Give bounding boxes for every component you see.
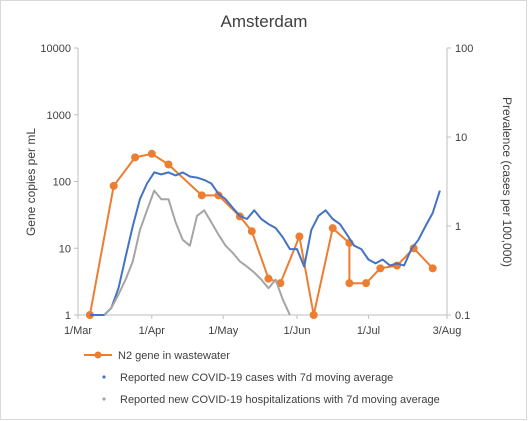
series-line-1 <box>88 152 434 316</box>
y-axis-label: Gene copies per mL <box>24 128 38 236</box>
legend-swatch-marker <box>94 351 102 359</box>
series-line-3 <box>103 189 291 316</box>
legend: N2 gene in wastewater Reported new COVID-… <box>84 350 440 406</box>
y2-axis-label: Prevalence (cases per 100,000) <box>500 97 514 267</box>
tick-labels: 1 10 100 1000 10000 0.1 1 10 100 1/Mar 1/Apr 1/May 1… <box>40 43 473 337</box>
wastewater-point <box>164 160 173 169</box>
series-line-2 <box>89 171 441 316</box>
wastewater-point <box>295 232 304 241</box>
x-tick-label: 1/May <box>208 325 238 337</box>
series-marks <box>85 149 441 319</box>
wastewater-point <box>309 311 318 319</box>
wastewater-point <box>328 224 337 233</box>
wastewater-point <box>147 149 156 158</box>
legend-label: Reported new COVID-19 hospitalizations w… <box>120 394 440 406</box>
wastewater-point <box>345 279 354 288</box>
y-tick-label: 1 <box>65 310 71 322</box>
wastewater-point <box>131 153 140 162</box>
y-tick-label: 10000 <box>40 43 71 55</box>
legend-label: N2 gene in wastewater <box>118 350 230 362</box>
axes <box>74 47 451 319</box>
wastewater-point <box>264 274 273 283</box>
y2-tick-label: 0.1 <box>455 310 470 322</box>
wastewater-point <box>376 264 385 273</box>
y2-tick-label: 100 <box>455 43 473 55</box>
y2-tick-label: 10 <box>455 132 467 144</box>
wastewater-point <box>214 191 223 200</box>
y2-tick-label: 1 <box>455 221 461 233</box>
x-tick-label: 1/Jul <box>357 325 380 337</box>
legend-label: Reported new COVID-19 cases with 7d movi… <box>120 372 393 384</box>
x-tick-label: 1/Apr <box>139 325 166 337</box>
wastewater-point <box>109 181 118 190</box>
x-tick-label: 1/Mar <box>64 325 92 337</box>
x-tick-label: 1/Jun <box>284 325 311 337</box>
wastewater-point <box>428 264 437 273</box>
y-tick-label: 100 <box>53 177 71 189</box>
wastewater-point <box>197 191 206 200</box>
x-tick-label: 3/Aug <box>433 325 462 337</box>
chart-title: Amsterdam <box>221 12 308 31</box>
wastewater-point <box>362 279 371 288</box>
y-tick-label: 1000 <box>47 110 71 122</box>
y-tick-label: 10 <box>59 243 71 255</box>
legend-swatch-marker <box>102 397 106 401</box>
wastewater-point <box>247 227 256 236</box>
legend-swatch-marker <box>102 375 106 379</box>
